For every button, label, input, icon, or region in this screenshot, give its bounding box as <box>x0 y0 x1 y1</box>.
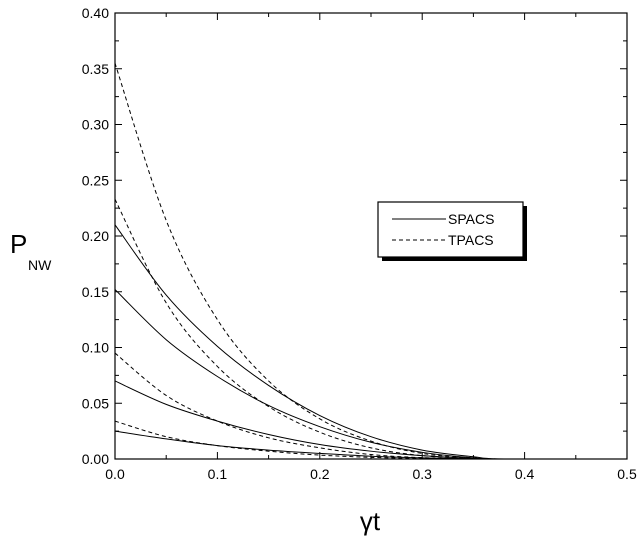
series-line-tpacs-5 <box>114 63 627 460</box>
plot-frame <box>114 12 628 460</box>
legend-label-tpacs: TPACS <box>448 232 494 248</box>
legend-box <box>377 201 524 258</box>
x-tick-label: 0.3 <box>412 466 432 482</box>
legend-label-spacs: SPACS <box>448 211 494 227</box>
y-tick-label: 0.40 <box>82 5 109 21</box>
y-tick-label: 0.20 <box>82 228 109 244</box>
y-tick-label: 0.30 <box>82 117 109 133</box>
y-tick-label: 0.05 <box>82 395 109 411</box>
y-tick-label: 0.15 <box>82 284 109 300</box>
y-tick-label: 0.00 <box>82 451 109 467</box>
x-tick-label: 0.0 <box>105 466 125 482</box>
y-axis-label: P NW <box>10 229 52 273</box>
x-axis: 0.0 0.1 0.2 0.3 0.4 0.5 <box>105 13 637 482</box>
y-axis-label-main: P <box>10 229 27 259</box>
y-tick-label: 0.25 <box>82 172 109 188</box>
x-axis-label: γt <box>360 506 381 536</box>
x-tick-label: 0.1 <box>208 466 228 482</box>
series-line-tpacs-7 <box>114 352 627 460</box>
x-tick-label: 0.2 <box>310 466 330 482</box>
series-line-tpacs-8 <box>114 420 627 460</box>
x-tick-label: 0.5 <box>617 466 637 482</box>
series-line-tpacs-6 <box>114 198 627 460</box>
y-axis-label-subscript: NW <box>28 257 52 273</box>
x-tick-label: 0.4 <box>515 466 535 482</box>
series-line-spacs-3 <box>114 380 627 460</box>
y-tick-label: 0.10 <box>82 340 109 356</box>
series-layer <box>114 63 627 460</box>
legend: SPACS TPACS <box>377 201 527 261</box>
y-axis: 0.00 0.05 0.10 0.15 0.20 0.25 0.30 0.35 0.40 <box>82 5 627 467</box>
series-line-spacs-1 <box>114 224 627 460</box>
y-tick-label: 0.35 <box>82 61 109 77</box>
series-line-spacs-2 <box>114 289 627 460</box>
